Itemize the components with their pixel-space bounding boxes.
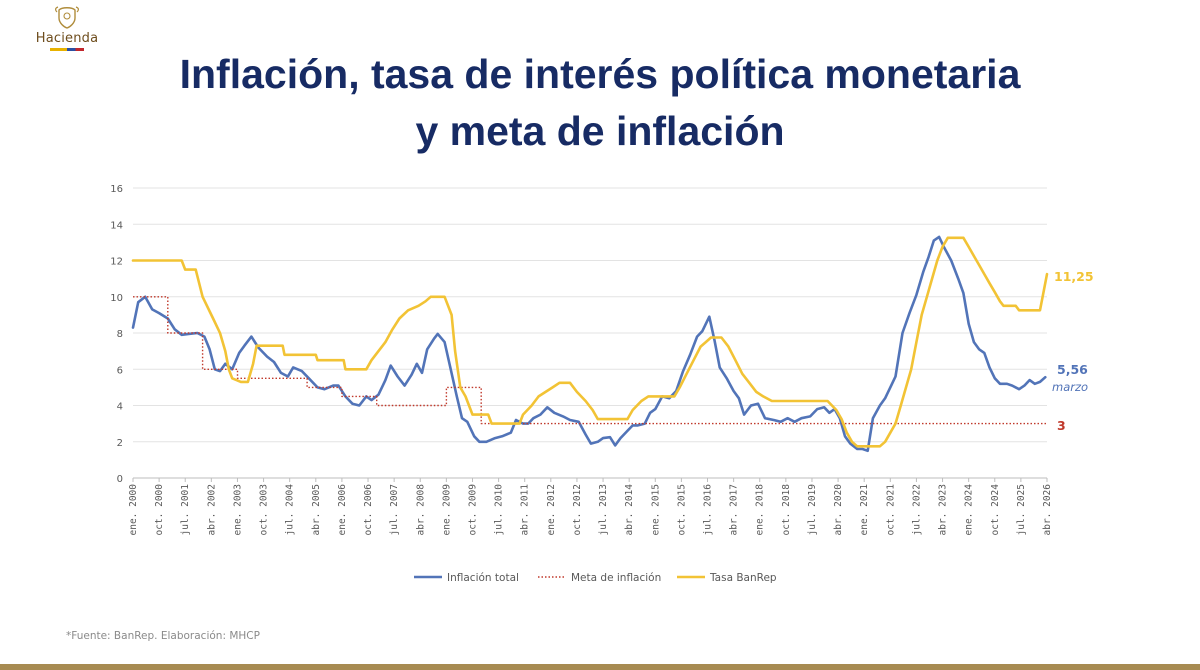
- x-tick-label: oct. 2018: [781, 484, 792, 536]
- x-tick-label: oct. 2000: [154, 484, 165, 536]
- x-tick-label: abr. 2011: [520, 484, 531, 536]
- x-tick-label: abr. 2023: [938, 484, 949, 535]
- x-tick-label: abr. 2026: [1042, 484, 1053, 536]
- x-tick-label: ene. 2003: [232, 484, 243, 535]
- x-tick-label: oct. 2009: [467, 484, 478, 536]
- title-line-1: Inflación, tasa de interés política mone…: [179, 51, 1021, 97]
- y-tick-label: 0: [117, 474, 123, 485]
- x-tick-label: ene. 2006: [337, 484, 348, 536]
- chart-series: [131, 235, 1049, 453]
- x-tick-label: jul. 2022: [911, 484, 922, 535]
- x-tick-label: abr. 2017: [729, 484, 740, 535]
- x-tick-label: ene. 2012: [546, 484, 557, 535]
- x-tick-label: abr. 2020: [833, 484, 844, 536]
- x-axis: ene. 2000 oct. 2000 jul. 2001 abr. 2002 ene.…: [128, 478, 1053, 535]
- x-tick-label: ene. 2015: [650, 484, 661, 535]
- x-tick-label: ene. 2009: [441, 484, 452, 536]
- x-tick-label: oct. 2006: [363, 484, 374, 536]
- x-tick-label: abr. 2005: [311, 484, 322, 535]
- x-tick-label: abr. 2014: [624, 484, 635, 536]
- x-tick-label: oct. 2003: [259, 484, 270, 535]
- chart-grid: [133, 187, 1047, 479]
- x-tick-label: jul. 2004: [285, 484, 296, 536]
- hacienda-logo: Hacienda: [22, 4, 112, 56]
- series-policy-line: [131, 236, 1049, 448]
- x-tick-label: ene. 2018: [755, 484, 766, 536]
- end-label-target: 3: [1057, 418, 1066, 433]
- x-tick-label: jul. 2013: [598, 484, 609, 535]
- x-tick-label: ene. 2024: [964, 484, 975, 536]
- legend-label-target: Meta de inflación: [571, 572, 661, 584]
- coat-of-arms-icon: [55, 6, 79, 29]
- series-inflation-line: [131, 235, 1047, 453]
- end-labels: 11,25 5,56 marzo 3: [1052, 269, 1094, 433]
- y-tick-label: 12: [110, 257, 123, 268]
- x-tick-label: oct. 2015: [676, 484, 687, 535]
- y-tick-label: 10: [110, 293, 123, 304]
- x-tick-label: oct. 2024: [990, 484, 1001, 536]
- y-tick-label: 2: [117, 438, 123, 449]
- x-tick-label: ene. 2000: [128, 484, 139, 536]
- x-tick-label: jul. 2016: [703, 484, 714, 536]
- end-label-inflation: 5,56: [1057, 362, 1088, 377]
- legend-label-policy: Tasa BanRep: [709, 572, 777, 584]
- y-tick-label: 16: [110, 184, 123, 195]
- source-note: *Fuente: BanRep. Elaboración: MHCP: [66, 630, 260, 642]
- x-tick-label: oct. 2012: [572, 484, 583, 535]
- x-tick-label: jul. 2001: [180, 484, 191, 536]
- line-chart: 0 2 4 6 8 10 12 14 16 ene. 2000 oct. 2000 jul. 200…: [110, 184, 1094, 584]
- x-tick-label: jul. 2025: [1016, 484, 1027, 535]
- x-tick-label: jul. 2010: [494, 484, 505, 536]
- x-tick-label: ene. 2021: [859, 484, 870, 536]
- logo-text: Hacienda: [35, 31, 99, 46]
- y-tick-label: 8: [117, 329, 123, 340]
- bottom-bar: [0, 664, 1200, 670]
- y-tick-label: 14: [110, 220, 123, 231]
- y-tick-label: 4: [117, 402, 123, 413]
- end-label-inflation: marzo: [1052, 380, 1088, 394]
- legend-label-inflation: Inflación total: [447, 572, 519, 584]
- flag-stripe: [50, 48, 84, 51]
- x-tick-label: oct. 2021: [885, 484, 896, 536]
- chart-legend: Inflación total Meta de inflación Tasa Ban…: [414, 572, 777, 584]
- y-axis: 0 2 4 6 8 10 12 14 16: [110, 184, 123, 485]
- x-tick-label: abr. 2002: [206, 484, 217, 535]
- x-tick-label: jul. 2019: [807, 484, 818, 536]
- page-title: Inflación, tasa de interés política mone…: [0, 46, 1200, 160]
- end-label-policy: 11,25: [1054, 269, 1094, 284]
- title-line-2: y meta de inflación: [415, 108, 785, 154]
- y-tick-label: 6: [117, 365, 123, 376]
- x-tick-label: abr. 2008: [415, 484, 426, 536]
- x-tick-label: jul. 2007: [389, 484, 400, 535]
